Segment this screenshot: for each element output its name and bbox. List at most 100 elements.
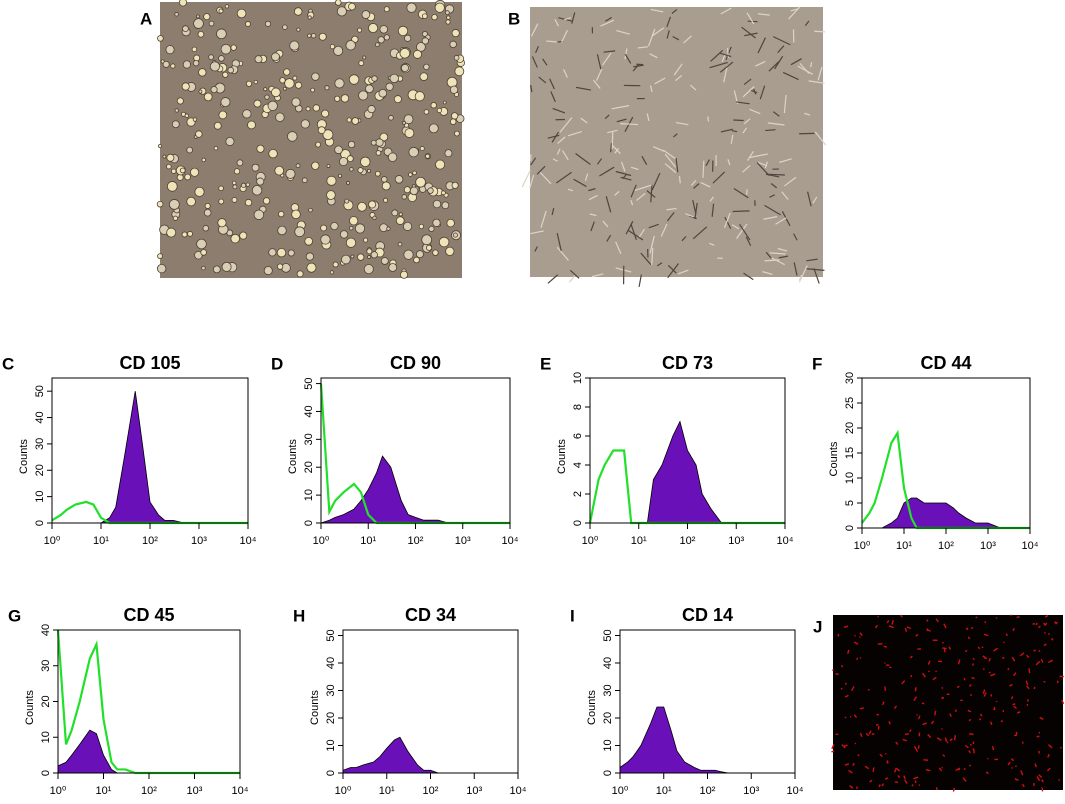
cell: [542, 58, 548, 66]
cell: [334, 78, 345, 89]
cell: [710, 49, 724, 62]
cell: [1019, 652, 1025, 657]
cell: [357, 167, 364, 174]
cell: [949, 738, 953, 742]
cell: [808, 80, 825, 84]
cell: [345, 40, 356, 51]
cell: [172, 215, 179, 221]
cell: [731, 224, 740, 230]
cell: [242, 109, 252, 119]
cell: [736, 101, 750, 105]
cell: [318, 32, 327, 41]
cell: [227, 66, 234, 74]
cell: [403, 221, 413, 231]
cell: [781, 191, 789, 200]
cell: [915, 633, 919, 637]
cell: [419, 146, 425, 152]
cell: [742, 164, 751, 173]
cell: [616, 29, 631, 35]
cell: [182, 25, 189, 33]
cell: [771, 257, 785, 266]
cell: [575, 86, 592, 91]
cell: [170, 63, 176, 69]
cell: [278, 210, 285, 218]
cell: [859, 707, 864, 710]
cell: [357, 27, 363, 33]
y-tick-label: 40: [34, 411, 46, 423]
cell: [244, 198, 253, 207]
cell: [366, 248, 373, 255]
cell: [807, 191, 812, 207]
x-tick-label: 10²: [680, 535, 696, 547]
cell: [451, 29, 460, 38]
cell: [966, 628, 969, 630]
cell: [320, 234, 331, 245]
cell: [421, 37, 429, 45]
x-tick-label: 10²: [142, 535, 158, 547]
cell: [567, 131, 583, 137]
cell: [181, 231, 188, 238]
cell: [305, 106, 311, 112]
cell: [902, 738, 907, 742]
cell: [968, 732, 974, 736]
cell: [972, 657, 975, 661]
cell: [434, 2, 445, 13]
cell: [254, 55, 263, 64]
cell: [348, 216, 359, 226]
cell: [705, 159, 711, 167]
cell: [400, 270, 409, 279]
cell: [601, 52, 612, 66]
micrograph: [156, 0, 465, 279]
cell: [267, 100, 278, 111]
cell: [371, 75, 378, 82]
cell: [900, 614, 903, 618]
cell: [419, 72, 429, 81]
cell: [391, 209, 399, 217]
y-tick-label: 10: [844, 472, 856, 484]
cell: [790, 58, 802, 66]
cell: [388, 263, 398, 272]
histogram-area: [619, 706, 795, 774]
cell: [877, 615, 879, 618]
x-tick-label: 10²: [423, 785, 439, 797]
cell: [307, 15, 312, 20]
cell: [723, 65, 728, 83]
cell: [292, 75, 298, 81]
cell: [383, 6, 390, 13]
cell: [646, 113, 650, 121]
cell: [605, 196, 612, 213]
cell: [449, 118, 457, 125]
cell: [358, 90, 369, 101]
cell: [849, 785, 854, 789]
cell: [1041, 779, 1044, 783]
cell: [218, 55, 225, 62]
cell: [941, 696, 945, 700]
cell: [539, 171, 552, 185]
cell: [603, 50, 616, 53]
x-tick-label: 10⁴: [777, 535, 794, 547]
cell: [375, 138, 384, 147]
cell: [186, 146, 193, 154]
x-tick-label: 10⁰: [50, 785, 67, 797]
cell: [620, 176, 632, 181]
cell: [431, 13, 438, 21]
histogram-area: [57, 729, 240, 774]
y-tick-label: 0: [303, 520, 315, 526]
cell: [195, 130, 203, 138]
x-tick-label: 10³: [187, 785, 203, 797]
cell: [408, 146, 419, 158]
cell: [446, 218, 455, 228]
cell: [743, 272, 754, 281]
cell: [428, 123, 439, 134]
cell: [673, 133, 678, 138]
y-tick-label: 0: [40, 770, 52, 776]
cell: [692, 226, 708, 240]
cell: [321, 109, 330, 118]
cell: [178, 0, 188, 7]
cell: [813, 268, 820, 284]
cell: [741, 26, 756, 39]
cell: [957, 659, 961, 665]
cell: [988, 671, 991, 674]
cell: [370, 251, 378, 259]
cell: [746, 189, 748, 195]
